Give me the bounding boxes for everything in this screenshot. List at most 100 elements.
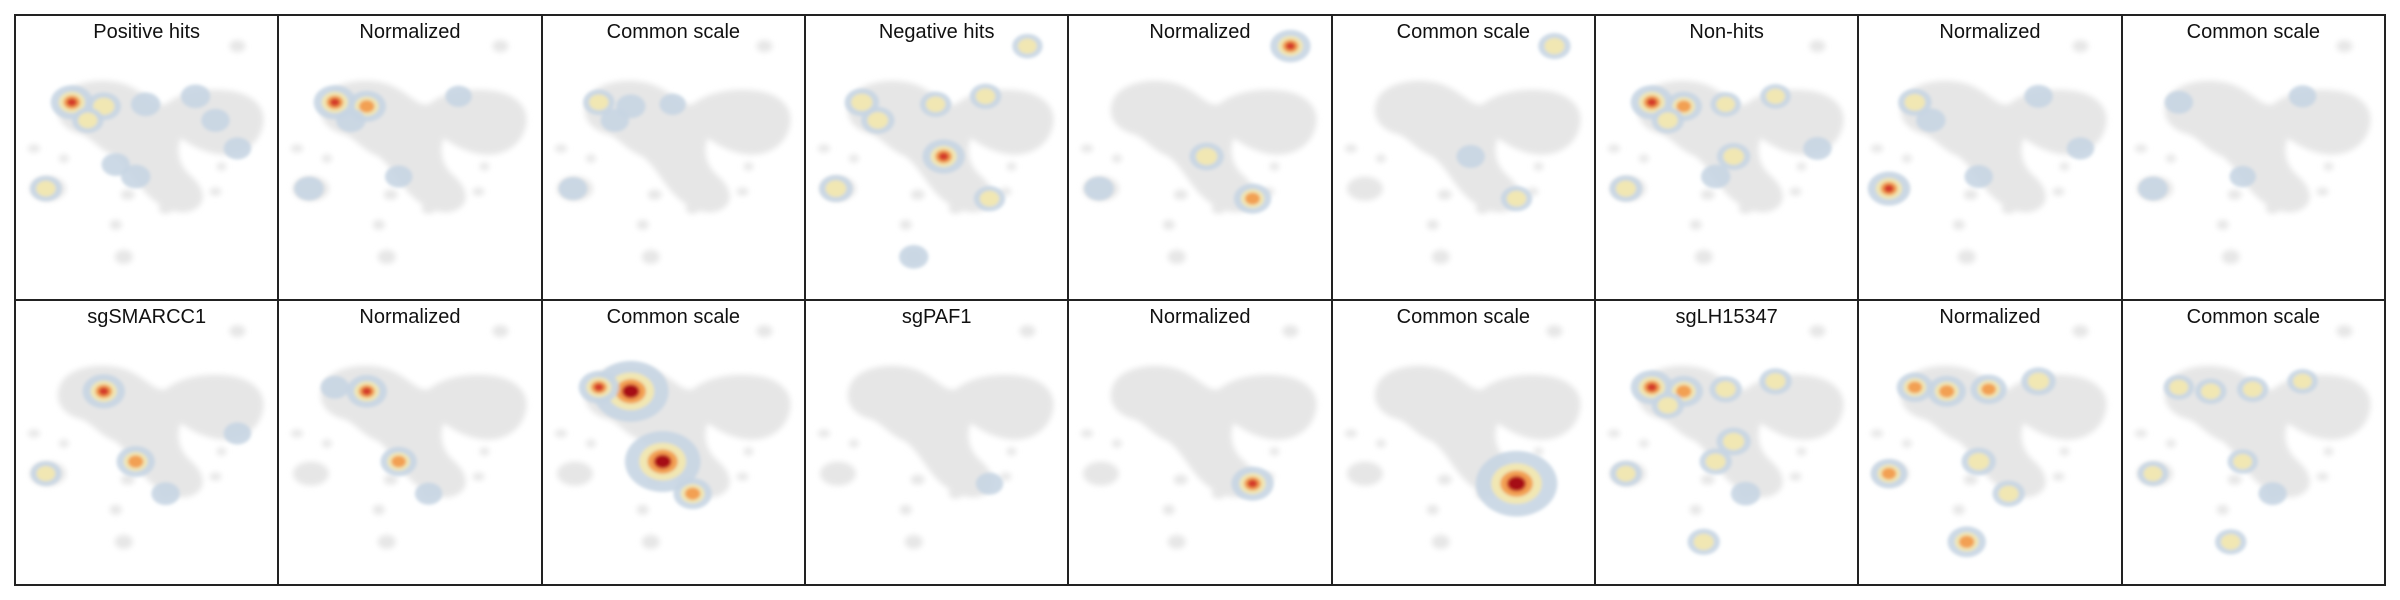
density-hotspot bbox=[969, 83, 1002, 109]
panel-title: Negative hits bbox=[878, 21, 995, 43]
embedding-density-plot bbox=[817, 325, 1054, 549]
density-hotspot bbox=[1651, 392, 1685, 419]
density-hotspot bbox=[2227, 449, 2258, 474]
density-hotspot bbox=[50, 85, 94, 120]
panel-title: Common scale bbox=[606, 21, 741, 43]
density-panel: Common scale bbox=[2122, 16, 2386, 301]
panel-title: sgLH15347 bbox=[1675, 306, 1778, 328]
density-hotspot bbox=[2163, 375, 2194, 400]
density-hotspot bbox=[180, 84, 211, 109]
density-panel: Normalized bbox=[1859, 301, 2123, 586]
density-hotspot bbox=[1700, 164, 1731, 189]
panel-title: sgSMARCC1 bbox=[87, 306, 207, 328]
embedding-density-plot bbox=[27, 325, 264, 549]
density-panel: Normalized bbox=[279, 301, 543, 586]
panel-title: Normalized bbox=[1149, 21, 1251, 43]
panel-title: Normalized bbox=[1939, 21, 2041, 43]
density-hotspot bbox=[445, 85, 473, 107]
density-hotspot bbox=[1699, 448, 1732, 475]
panel-title: Positive hits bbox=[93, 21, 201, 43]
density-hotspot bbox=[1710, 92, 1741, 117]
density-hotspot bbox=[2229, 165, 2256, 188]
density-hotspot bbox=[1687, 528, 1720, 555]
panel-title: Common scale bbox=[2186, 21, 2321, 43]
embedding-background bbox=[817, 325, 1054, 549]
density-hotspot bbox=[1947, 526, 1987, 558]
panel-title: Common scale bbox=[606, 306, 741, 328]
density-hotspot bbox=[2067, 137, 2095, 160]
density-hotspot bbox=[1992, 480, 2026, 507]
panel-title: Normalized bbox=[359, 306, 461, 328]
density-hotspot bbox=[415, 482, 443, 505]
density-hotspot bbox=[1970, 374, 2008, 404]
density-panel: Non-hits bbox=[1596, 16, 1860, 301]
embedding-density-plot bbox=[1871, 325, 2107, 558]
embedding-density-plot bbox=[817, 33, 1054, 269]
density-hotspot bbox=[30, 461, 62, 486]
density-hotspot bbox=[659, 93, 686, 115]
density-hotspot bbox=[922, 139, 965, 174]
density-hotspot bbox=[2258, 482, 2287, 506]
density-hotspot bbox=[2021, 367, 2057, 396]
embedding-density-plot bbox=[1081, 29, 1317, 264]
density-hotspot bbox=[2194, 378, 2227, 404]
embedding-density-plot bbox=[2134, 40, 2371, 264]
density-hotspot bbox=[919, 91, 952, 117]
density-panel: Normalized bbox=[279, 16, 543, 301]
density-hotspot bbox=[385, 165, 413, 188]
density-hotspot bbox=[201, 108, 230, 132]
density-panel: Common scale bbox=[1332, 16, 1596, 301]
density-panel: sgLH15347 bbox=[1596, 301, 1860, 586]
density-hotspot bbox=[1456, 145, 1485, 168]
density-panel: Common scale bbox=[542, 301, 806, 586]
density-hotspot bbox=[1927, 375, 1967, 407]
density-hotspot bbox=[2024, 84, 2054, 108]
density-hotspot bbox=[2137, 461, 2168, 486]
density-hotspot bbox=[1896, 372, 1934, 402]
density-hotspot bbox=[151, 482, 180, 506]
panel-title: Common scale bbox=[1396, 21, 1531, 43]
density-hotspot bbox=[2137, 176, 2168, 201]
density-hotspot bbox=[1871, 458, 1908, 489]
embedding-density-plot bbox=[1607, 40, 1844, 264]
density-panel: Normalized bbox=[1069, 16, 1333, 301]
density-hotspot bbox=[1759, 368, 1792, 395]
density-hotspot bbox=[1609, 175, 1643, 202]
embedding-density-plot bbox=[291, 40, 527, 264]
density-panel: Common scale bbox=[1332, 301, 1596, 586]
density-hotspot bbox=[899, 245, 929, 269]
density-hotspot bbox=[1231, 466, 1275, 501]
density-hotspot bbox=[558, 177, 587, 201]
density-hotspot bbox=[1760, 84, 1791, 109]
density-hotspot bbox=[30, 175, 62, 202]
density-panel: Normalized bbox=[1859, 16, 2123, 301]
density-panel: Normalized bbox=[1069, 301, 1333, 586]
density-hotspot bbox=[1916, 108, 1946, 133]
density-hotspot bbox=[380, 446, 418, 477]
density-hotspot bbox=[1964, 165, 1994, 189]
density-hotspot bbox=[1709, 376, 1742, 403]
embedding-density-plot bbox=[291, 325, 527, 549]
density-panel: sgPAF1 bbox=[806, 301, 1070, 586]
density-hotspot bbox=[320, 375, 350, 399]
density-hotspot bbox=[973, 186, 1006, 212]
embedding-background bbox=[1871, 325, 2107, 549]
embedding-density-plot bbox=[1607, 325, 1844, 555]
density-hotspot bbox=[1716, 143, 1751, 170]
density-hotspot bbox=[1961, 447, 1997, 476]
density-hotspot bbox=[2214, 529, 2247, 555]
embedding-density-plot bbox=[554, 40, 791, 264]
embedding-density-plot bbox=[554, 325, 791, 549]
embedding-background bbox=[1344, 325, 1581, 549]
embedding-density-plot bbox=[1081, 325, 1317, 549]
density-panel-grid: Positive hits Normalized Common scale Negat… bbox=[14, 14, 2386, 586]
density-hotspot bbox=[1803, 137, 1832, 160]
density-hotspot bbox=[1716, 427, 1751, 456]
density-hotspot bbox=[82, 374, 125, 409]
density-panel: Common scale bbox=[2122, 301, 2386, 586]
density-hotspot bbox=[2288, 85, 2316, 108]
density-hotspot bbox=[578, 371, 619, 404]
density-panel: sgSMARCC1 bbox=[16, 301, 280, 586]
density-hotspot bbox=[1189, 142, 1225, 171]
density-hotspot bbox=[1868, 171, 1911, 206]
